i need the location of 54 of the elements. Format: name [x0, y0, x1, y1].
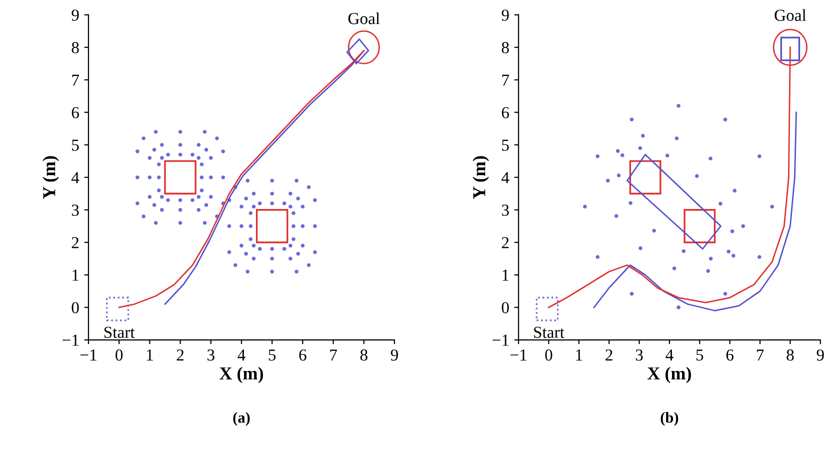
text: (a)	[233, 412, 250, 426]
y-axis-title: Y (m)	[472, 156, 489, 200]
x-tick-label: 8	[360, 349, 368, 361]
x-tick-label: 1	[146, 349, 153, 360]
y-tick-label: 1	[72, 270, 78, 281]
x-tick-label: 5	[268, 350, 276, 361]
x-tick-label: 6	[299, 349, 306, 361]
y-axis-title: Y (m)	[42, 156, 59, 200]
y-tick-label: 2	[72, 237, 79, 248]
y-tick-label: 6	[502, 107, 510, 118]
y-tick-label: 2	[502, 237, 509, 248]
x-tick-label: 9	[816, 349, 824, 361]
x-tick-label: 4	[666, 350, 674, 360]
y-tick-label: 5	[502, 140, 509, 151]
annotation: Start	[104, 326, 135, 338]
y-tick-label: 9	[502, 10, 509, 21]
x-tick-label: 7	[330, 350, 337, 360]
x-tick-label: 9	[390, 349, 398, 361]
y-tick-label: 0	[502, 302, 509, 314]
x-tick-label: 3	[636, 349, 643, 361]
y-tick-label: 7	[72, 74, 79, 86]
y-tick-label: −1	[492, 334, 508, 346]
y-tick-label: 8	[502, 42, 509, 54]
x-tick-label: 6	[726, 349, 734, 361]
x-tick-label: 0	[116, 349, 123, 361]
annotation: Goal	[774, 9, 806, 21]
y-tick-label: 9	[72, 10, 79, 21]
x-tick-label: 0	[545, 349, 552, 361]
y-tick-label: 3	[502, 204, 509, 216]
y-tick-label: 6	[72, 107, 79, 118]
x-tick-label: −1	[510, 349, 526, 360]
x-tick-label: 2	[606, 349, 612, 360]
y-tick-label: 8	[72, 42, 79, 54]
x-tick-label: 4	[238, 350, 246, 360]
annotation: Start	[534, 326, 564, 338]
annotation: Goal	[348, 12, 380, 24]
y-tick-label: 0	[72, 302, 79, 314]
x-tick-label: 3	[208, 349, 214, 361]
y-tick-label: 7	[502, 74, 510, 86]
x-axis-title: X (m)	[220, 366, 263, 384]
x-tick-label: 5	[696, 350, 704, 361]
y-tick-label: 4	[71, 172, 80, 184]
x-tick-label: 2	[176, 349, 184, 360]
x-tick-label: 1	[576, 349, 582, 360]
x-axis-title: X (m)	[647, 366, 691, 384]
y-tick-label: 5	[72, 140, 79, 151]
y-tick-label: 1	[502, 270, 508, 281]
x-tick-label: 8	[786, 349, 794, 361]
y-tick-label: −1	[62, 334, 78, 346]
x-tick-label: 7	[756, 350, 764, 360]
text: (b)	[660, 412, 678, 426]
y-tick-label: 3	[72, 204, 79, 216]
y-tick-label: 4	[501, 172, 510, 184]
x-tick-label: −1	[80, 349, 96, 360]
